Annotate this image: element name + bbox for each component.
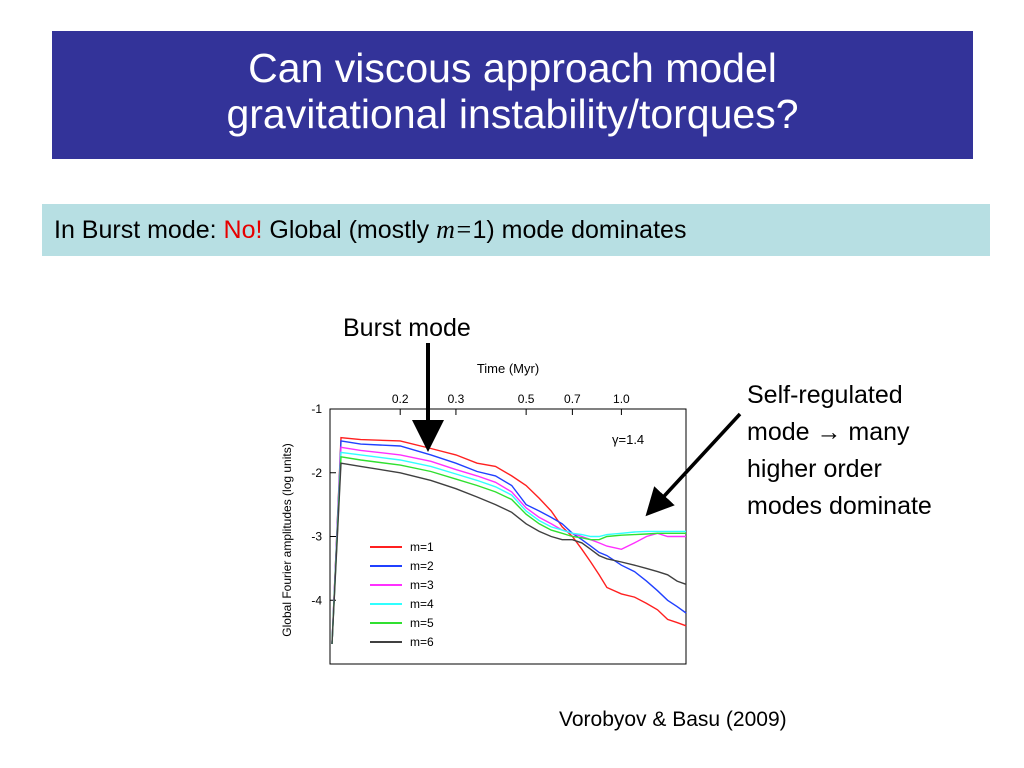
self-regulated-arrow bbox=[645, 412, 742, 517]
plot-frame bbox=[329, 408, 687, 665]
subtitle-no: No! bbox=[223, 216, 263, 244]
legend-label-m1: m=1 bbox=[410, 540, 434, 554]
title-banner: Can viscous approach model gravitational… bbox=[52, 31, 973, 159]
subtitle-prefix: In Burst mode: bbox=[54, 216, 224, 244]
series-line-m2 bbox=[331, 440, 687, 645]
x-tick-label: 0.5 bbox=[518, 392, 535, 406]
self-regulated-line1: Self-regulated bbox=[747, 381, 903, 409]
x-tick-label: 0.7 bbox=[564, 392, 581, 406]
slide-title-line1: Can viscous approach model bbox=[248, 45, 777, 91]
citation: Vorobyov & Basu (2009) bbox=[559, 708, 787, 731]
legend-label-m6: m=6 bbox=[410, 635, 434, 649]
y-axis-label: Global Fourier amplitudes (log units) bbox=[280, 443, 294, 636]
series-line-m6 bbox=[331, 462, 687, 645]
legend-label-m3: m=3 bbox=[410, 578, 434, 592]
x-tick-label: 1.0 bbox=[613, 392, 630, 406]
subtitle-box: In Burst mode: No! Global (mostly m=1) m… bbox=[42, 204, 990, 256]
x-axis-label: Time (Myr) bbox=[477, 361, 539, 376]
self-regulated-line4: modes dominate bbox=[747, 492, 932, 520]
y-tick-label: -3 bbox=[311, 530, 322, 544]
y-tick-label: -1 bbox=[311, 402, 322, 416]
legend-label-m2: m=2 bbox=[410, 559, 434, 573]
self-regulated-label: Self-regulated mode → many higher order … bbox=[747, 377, 1017, 525]
subtitle-suffix: 1) mode dominates bbox=[472, 216, 687, 244]
series-line-m4 bbox=[331, 451, 686, 645]
series-line-m5 bbox=[331, 455, 686, 645]
x-tick-label: 0.2 bbox=[392, 392, 409, 406]
legend-label-m4: m=4 bbox=[410, 597, 434, 611]
burst-mode-label: Burst mode bbox=[343, 314, 471, 342]
self-regulated-line2: mode → many bbox=[747, 418, 910, 446]
y-tick-label: -2 bbox=[311, 466, 322, 480]
subtitle-mid: Global (mostly bbox=[262, 216, 437, 244]
x-tick-label: 0.3 bbox=[448, 392, 465, 406]
slide-title-line2: gravitational instability/torques? bbox=[226, 91, 799, 137]
subtitle-m: m= bbox=[436, 215, 473, 244]
self-regulated-line3: higher order bbox=[747, 455, 882, 483]
gamma-annotation: γ=1.4 bbox=[612, 432, 644, 447]
y-tick-label: -4 bbox=[311, 593, 322, 607]
legend-label-m5: m=5 bbox=[410, 616, 434, 630]
